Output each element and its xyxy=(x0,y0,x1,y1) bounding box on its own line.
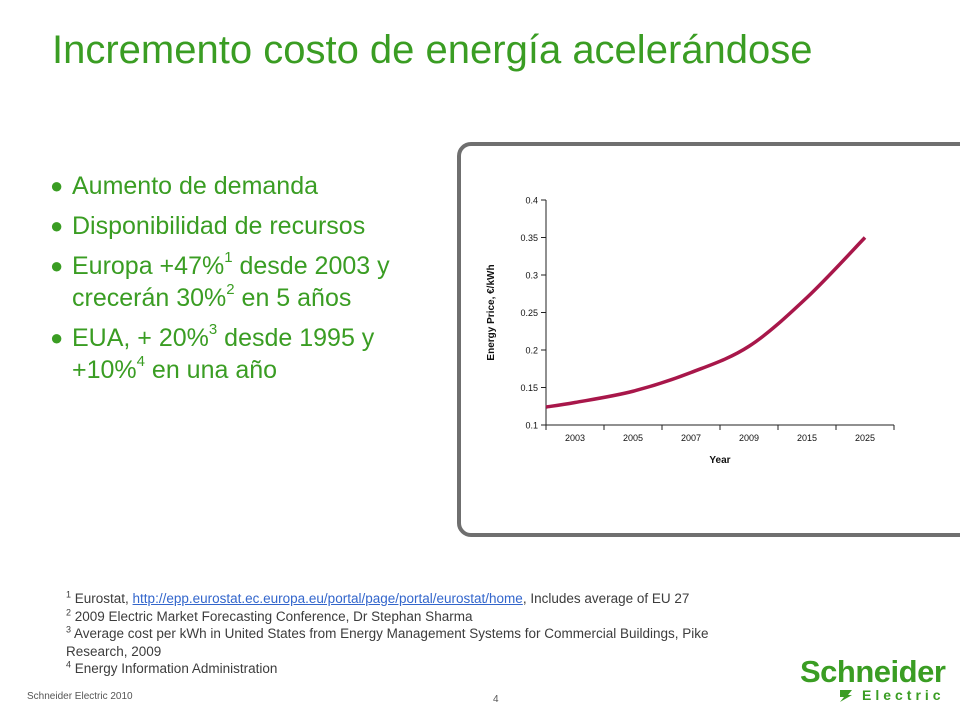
footer-company: Schneider Electric 2010 xyxy=(27,691,133,702)
x-tick-label: 2003 xyxy=(565,433,585,443)
footnote-1: 1 Eurostat, http://epp.eurostat.ec.europ… xyxy=(66,590,756,608)
footnote-4-number: 4 xyxy=(66,659,72,670)
footnote-2-text: 2009 Electric Market Forecasting Confere… xyxy=(71,608,473,624)
chart-frame: 0.1 0.15 0.2 0.25 0.3 0.35 0.4 2003 2005 2007 2009… xyxy=(457,142,960,537)
bullet-item: ● Aumento de demanda xyxy=(48,170,398,202)
bullet-item: ● EUA, + 20%3 desde 1995 y +10%4 en una a… xyxy=(48,322,398,386)
bullet-item: ● Disponibilidad de recursos xyxy=(48,210,398,242)
x-tick-label: 2025 xyxy=(855,433,875,443)
bullet-dot-icon: ● xyxy=(50,173,64,198)
y-tick-label: 0.25 xyxy=(520,308,538,318)
footnote-3-text: Average cost per kWh in United States fr… xyxy=(66,626,709,659)
footnote-1-suffix: , Includes average of EU 27 xyxy=(522,591,690,606)
y-tick-label: 0.1 xyxy=(525,421,538,431)
footnote-2-number: 2 xyxy=(66,607,72,617)
bullet-text: en una año xyxy=(144,356,278,384)
footnotes: 1 Eurostat, http://epp.eurostat.ec.europ… xyxy=(66,590,756,678)
y-tick-label: 0.35 xyxy=(520,233,538,243)
y-tick-label: 0.3 xyxy=(525,271,538,281)
y-axis-title: Energy Price, €/kWh xyxy=(486,264,497,360)
x-tick-label: 2015 xyxy=(797,433,817,443)
y-tick-label: 0.2 xyxy=(525,346,538,356)
bullet-list: ● Aumento de demanda ● Disponibilidad de re… xyxy=(48,170,398,394)
page-number: 4 xyxy=(493,694,499,705)
logo-name: Schneider xyxy=(800,654,946,689)
footnote-ref: 3 xyxy=(208,320,218,338)
bullet-item: ● Europa +47%1 desde 2003 y crecerán 30%2… xyxy=(48,250,398,314)
schneider-logo: Schneider Electric xyxy=(800,654,950,710)
footnote-ref: 2 xyxy=(226,280,235,298)
eurostat-link[interactable]: http://epp.eurostat.ec.europa.eu/portal/… xyxy=(132,591,523,606)
x-axis-title: Year xyxy=(709,455,730,466)
x-tick-label: 2007 xyxy=(681,433,701,443)
logo-mark-icon xyxy=(840,690,852,702)
footnote-ref: 1 xyxy=(224,248,233,266)
footnote-1-number: 1 xyxy=(66,589,72,600)
footnote-3: 3 Average cost per kWh in United States … xyxy=(66,625,756,660)
slide-title: Incremento costo de energía acelerándose xyxy=(52,28,813,72)
bullet-text: EUA, + 20% xyxy=(72,324,209,352)
y-tick-label: 0.4 xyxy=(525,196,538,206)
bullet-text: desde 1995 y +10% xyxy=(72,324,375,384)
bullet-text: Europa +47% xyxy=(72,252,225,280)
footnote-3-number: 3 xyxy=(66,624,72,635)
bullet-dot-icon: ● xyxy=(50,253,64,278)
x-tick-label: 2005 xyxy=(623,433,643,443)
bullet-text: en 5 años xyxy=(234,284,352,312)
logo-sub: Electric xyxy=(862,687,945,703)
footnote-4: 4 Energy Information Administration xyxy=(66,660,756,678)
x-tick-label: 2009 xyxy=(739,433,759,443)
footnote-4-text: Energy Information Administration xyxy=(71,661,278,676)
energy-price-line xyxy=(545,236,867,409)
bullet-text: desde 2003 y crecerán 30% xyxy=(72,252,390,312)
footnote-ref: 4 xyxy=(136,352,145,370)
footnote-2: 2 2009 Electric Market Forecasting Confe… xyxy=(66,608,756,626)
bullet-text: Disponibilidad de recursos xyxy=(72,212,366,240)
y-tick-label: 0.15 xyxy=(520,383,538,393)
footnote-1-prefix: Eurostat, xyxy=(71,591,133,606)
bullet-text: Aumento de demanda xyxy=(72,172,319,200)
bullet-dot-icon: ● xyxy=(50,325,64,350)
bullet-dot-icon: ● xyxy=(50,213,64,238)
energy-price-chart: 0.1 0.15 0.2 0.25 0.3 0.35 0.4 2003 2005 2007 2009… xyxy=(486,196,895,466)
